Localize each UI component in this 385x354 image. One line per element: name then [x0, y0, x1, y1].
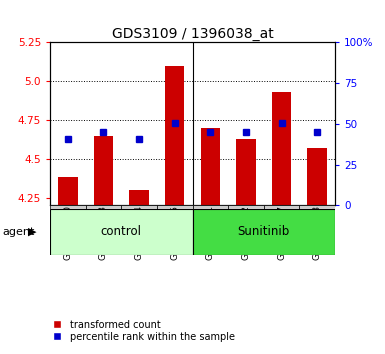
Bar [236, 139, 256, 205]
Bar [129, 190, 149, 205]
Bar [192, 209, 335, 255]
Bar [307, 148, 327, 205]
Bar [192, 205, 228, 209]
Text: agent: agent [2, 227, 34, 237]
Text: GSM159831: GSM159831 [206, 205, 215, 261]
Text: GSM159833: GSM159833 [99, 205, 108, 261]
Bar [228, 205, 264, 209]
Bar [272, 92, 291, 205]
Text: GSM159830: GSM159830 [64, 205, 72, 261]
Text: ▶: ▶ [28, 227, 37, 237]
Text: GSM159832: GSM159832 [241, 205, 250, 261]
Text: control: control [101, 225, 142, 238]
Bar [300, 205, 335, 209]
Bar [165, 66, 184, 205]
Bar [58, 177, 78, 205]
Bar [121, 205, 157, 209]
Text: Sunitinib: Sunitinib [238, 225, 290, 238]
Text: GSM159835: GSM159835 [170, 205, 179, 261]
Bar [264, 205, 300, 209]
Bar [50, 205, 85, 209]
Bar [50, 209, 192, 255]
Title: GDS3109 / 1396038_at: GDS3109 / 1396038_at [112, 28, 273, 41]
Bar [85, 205, 121, 209]
Text: GSM159834: GSM159834 [135, 205, 144, 261]
Text: GSM159838: GSM159838 [313, 205, 321, 261]
Bar [157, 205, 192, 209]
Legend: transformed count, percentile rank within the sample: transformed count, percentile rank withi… [44, 316, 238, 346]
Bar [94, 136, 113, 205]
Text: GSM159837: GSM159837 [277, 205, 286, 261]
Bar [201, 128, 220, 205]
